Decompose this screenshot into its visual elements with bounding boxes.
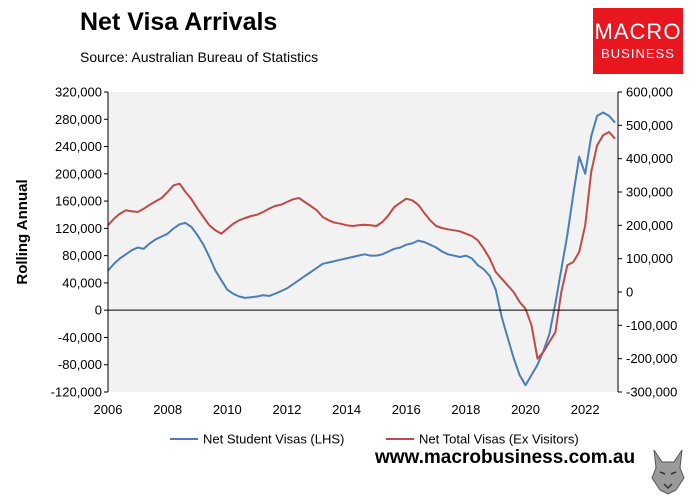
x-tick-label: 2010 xyxy=(213,402,242,417)
axes: -120,000 -80,000 -40,000 0 40,000 80,000 120,0… xyxy=(51,85,678,418)
x-tick-label: 2016 xyxy=(392,402,421,417)
right-tick-label: 0 xyxy=(626,285,633,300)
macrobusiness-logo: MACRO BUSINESS xyxy=(593,8,683,74)
left-tick-label: 120,000 xyxy=(55,221,102,236)
left-tick-label: -120,000 xyxy=(51,385,102,400)
x-tick-label: 2020 xyxy=(511,402,540,417)
left-tick-label: 80,000 xyxy=(62,248,102,263)
left-tick-label: 40,000 xyxy=(62,275,102,290)
legend-label-total: Net Total Visas (Ex Visitors) xyxy=(419,432,579,447)
left-tick-label: 0 xyxy=(95,303,102,318)
right-tick-label: 300,000 xyxy=(626,185,673,200)
series-lines xyxy=(107,111,616,387)
right-tick-label: 400,000 xyxy=(626,151,673,166)
series-line-total xyxy=(107,131,616,360)
legend-label-student: Net Student Visas (LHS) xyxy=(203,432,344,447)
left-tick-label: 200,000 xyxy=(55,166,102,181)
x-tick-label: 2012 xyxy=(272,402,301,417)
right-tick-label: 600,000 xyxy=(626,85,673,100)
left-tick-label: 240,000 xyxy=(55,139,102,154)
footer-url: www.macrobusiness.com.au xyxy=(375,447,636,468)
x-tick-label: 2022 xyxy=(571,402,600,417)
left-tick-label: 160,000 xyxy=(55,194,102,209)
right-tick-label: -100,000 xyxy=(626,318,677,333)
y-axis-label: Rolling Annual xyxy=(14,179,31,284)
plot-background xyxy=(108,92,618,392)
x-tick-label: 2014 xyxy=(332,402,361,417)
right-tick-label: 500,000 xyxy=(626,118,673,133)
legend: Net Student Visas (LHS) Net Total Visas … xyxy=(170,432,579,447)
right-tick-label: -200,000 xyxy=(626,351,677,366)
left-tick-label: 320,000 xyxy=(55,85,102,100)
right-tick-label: 100,000 xyxy=(626,251,673,266)
right-tick-label: -300,000 xyxy=(626,385,677,400)
left-tick-label: 280,000 xyxy=(55,112,102,127)
chart-source: Source: Australian Bureau of Statistics xyxy=(80,49,319,65)
chart-title: Net Visa Arrivals xyxy=(80,8,278,36)
logo-line-1: MACRO xyxy=(594,19,682,44)
logo-line-2: BUSINESS xyxy=(601,46,675,61)
series-line-student xyxy=(107,111,616,387)
x-tick-label: 2006 xyxy=(94,402,123,417)
left-tick-label: -80,000 xyxy=(58,357,102,372)
wolf-logo-icon xyxy=(648,444,688,496)
left-tick-label: -40,000 xyxy=(58,330,102,345)
x-tick-label: 2018 xyxy=(451,402,480,417)
right-tick-label: 200,000 xyxy=(626,218,673,233)
x-tick-label: 2008 xyxy=(153,402,182,417)
